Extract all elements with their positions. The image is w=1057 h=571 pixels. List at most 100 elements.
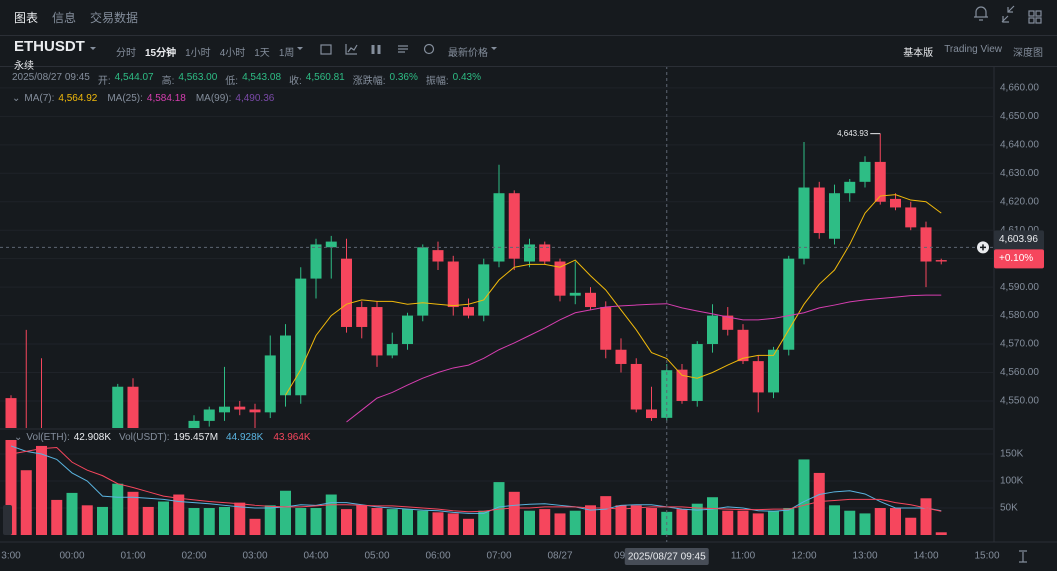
volume-bar: [20, 470, 32, 535]
info-value: 4,563.00: [178, 72, 218, 83]
x-tick-label: 06:00: [425, 551, 450, 562]
vol-tick-label: 50K: [1000, 503, 1018, 514]
interval[interactable]: 15分钟: [145, 48, 177, 59]
ma-line: [10, 445, 942, 514]
volume-bar: [402, 509, 413, 535]
vol-tick-label: 150K: [1000, 449, 1024, 460]
crosshair-time-box: [624, 548, 709, 565]
x-tick-label: 15:00: [974, 551, 999, 562]
volume-bar: [81, 505, 93, 535]
y-tick-label: 4,610.00: [1000, 225, 1039, 236]
interval[interactable]: 分时: [116, 48, 136, 59]
grid-icon[interactable]: [1035, 17, 1042, 24]
tab[interactable]: 信息: [52, 11, 77, 25]
crosshair-price: 4,603.96: [999, 234, 1038, 245]
volume-bar: [478, 510, 490, 535]
candle-body: [783, 258, 795, 350]
vol-label: Vol(USDT):: [119, 432, 170, 443]
candle-body: [539, 244, 551, 262]
tab[interactable]: 图表: [14, 11, 39, 25]
candle-body: [402, 315, 413, 345]
candle-body: [310, 244, 322, 279]
candle-body: [524, 244, 535, 262]
volume-bars: [5, 440, 947, 535]
x-tick-label: 14:00: [913, 551, 938, 562]
interval[interactable]: 4小时: [219, 48, 246, 59]
candle-body: [554, 261, 566, 296]
candle-body: [752, 361, 764, 393]
indicator-icon[interactable]: [345, 44, 358, 55]
candle-body: [432, 250, 444, 262]
candle-body: [890, 198, 901, 208]
symbol[interactable]: ETHUSDT 永续: [14, 38, 85, 72]
volume-bar: [707, 497, 718, 535]
candle-body: [707, 315, 718, 345]
symbol-name[interactable]: ETHUSDT: [14, 38, 85, 55]
candle-body: [813, 187, 825, 234]
ohlc-info: 2025/08/27 09:45 开: 4,544.07 高: 4,563.00 低: 4…: [12, 72, 485, 87]
vol-tick-label: 100K: [1000, 476, 1024, 487]
grid: [0, 87, 993, 509]
candle-body: [585, 292, 596, 308]
collapse-handle[interactable]: [3, 505, 12, 535]
y-tick-label: 4,550.00: [1000, 396, 1039, 407]
volume-bar: [432, 512, 444, 535]
ma-label: MA(7):: [24, 93, 55, 104]
grid-icon[interactable]: [1028, 17, 1035, 24]
vol-ma-value: 44.928K: [226, 432, 264, 443]
crosshair-time: 2025/08/27 09:45: [628, 552, 706, 563]
calendar-icon[interactable]: [320, 44, 332, 55]
grid-icon[interactable]: [1035, 10, 1042, 17]
volume-bar: [97, 506, 108, 535]
interval[interactable]: 1周: [278, 48, 295, 59]
volume-bar: [493, 482, 505, 535]
candle-body: [920, 227, 932, 262]
view[interactable]: 深度图: [1013, 48, 1043, 59]
candle-body: [615, 349, 627, 364]
bell-icon[interactable]: [974, 6, 988, 21]
ma-legend: ⌄ MA(7): 4,564.92 MA(25): 4,584.18 MA(99): 4,…: [12, 93, 280, 104]
legend-caret[interactable]: ⌄: [12, 93, 21, 104]
expand-icon[interactable]: [1001, 5, 1015, 23]
volume-bar: [264, 505, 276, 535]
candle-body: [356, 307, 368, 327]
volume-bar: [798, 459, 810, 535]
candle-icon[interactable]: [371, 45, 381, 54]
tab[interactable]: 交易数据: [90, 11, 139, 25]
candle-body: [569, 292, 581, 296]
volume-bar: [203, 508, 215, 535]
legend-caret[interactable]: ⌄: [14, 432, 23, 443]
volume-bar: [890, 508, 901, 535]
grid-icon[interactable]: [1028, 10, 1035, 17]
interval[interactable]: 1天: [254, 48, 270, 59]
interval[interactable]: 1小时: [185, 48, 211, 59]
candle-body: [158, 444, 169, 453]
template-icon[interactable]: [398, 45, 408, 53]
settings-icon[interactable]: [423, 43, 435, 55]
toolbar-icons[interactable]: [3, 5, 1042, 563]
axis-icon[interactable]: [1019, 550, 1027, 563]
view[interactable]: Trading View: [944, 44, 1002, 55]
info-label: 涨跌幅:: [352, 76, 386, 87]
candle-body: [264, 355, 276, 413]
info-value: 4,560.81: [305, 72, 345, 83]
ma-value: 4,490.36: [235, 93, 275, 104]
volume-bar: [783, 508, 795, 535]
candle-body: [859, 161, 871, 182]
volume-bar: [5, 440, 17, 535]
candle-body: [386, 344, 398, 356]
volume-bar: [508, 491, 520, 535]
vol-value: 42.908K: [73, 432, 111, 443]
y-tick-label: 4,560.00: [1000, 367, 1039, 378]
candle-body: [417, 247, 429, 316]
volume-bar: [722, 510, 734, 535]
candle-body: [478, 264, 490, 316]
candle-body: [112, 386, 124, 428]
info-time: 2025/08/27 09:45: [12, 72, 90, 83]
x-tick-label: 05:00: [364, 551, 389, 562]
view[interactable]: 基本版: [903, 48, 934, 59]
volume-bar: [447, 513, 459, 535]
volume-bar: [813, 472, 825, 535]
price-menu[interactable]: 最新价格: [448, 48, 488, 59]
